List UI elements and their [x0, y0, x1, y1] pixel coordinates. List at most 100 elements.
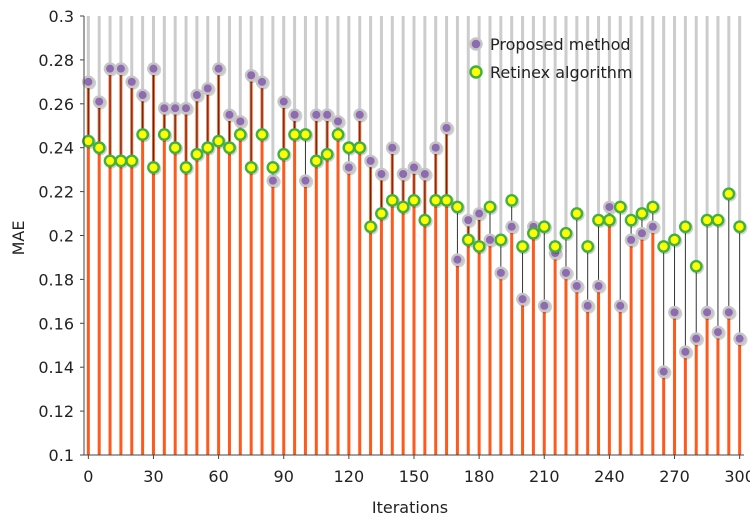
- legend: Proposed method Retinex algorithm: [469, 35, 632, 82]
- point-proposed: [279, 97, 288, 106]
- point-proposed: [171, 104, 180, 113]
- legend-marker-proposed: [469, 37, 483, 51]
- point-proposed: [648, 222, 657, 231]
- point-proposed: [637, 229, 646, 238]
- point-retinex: [518, 242, 527, 251]
- point-proposed: [420, 170, 429, 179]
- y-tick-label: 0.16: [38, 314, 74, 333]
- point-retinex: [377, 209, 386, 218]
- point-proposed: [334, 117, 343, 126]
- point-proposed: [192, 91, 201, 100]
- point-retinex: [529, 229, 538, 238]
- point-retinex: [84, 137, 93, 146]
- point-proposed: [431, 143, 440, 152]
- point-proposed: [464, 216, 473, 225]
- point-retinex: [616, 202, 625, 211]
- point-proposed: [247, 71, 256, 80]
- legend-item-retinex: Retinex algorithm: [469, 63, 632, 82]
- y-axis-label: MAE: [9, 221, 28, 256]
- point-proposed: [127, 77, 136, 86]
- point-retinex: [453, 202, 462, 211]
- point-proposed: [377, 170, 386, 179]
- legend-label-retinex: Retinex algorithm: [490, 63, 632, 82]
- point-retinex: [344, 143, 353, 152]
- point-proposed: [149, 64, 158, 73]
- point-retinex: [106, 156, 115, 165]
- point-proposed: [572, 281, 581, 290]
- point-retinex: [627, 216, 636, 225]
- point-proposed: [442, 123, 451, 132]
- point-proposed: [410, 163, 418, 172]
- y-tick-label: 0.1: [49, 446, 74, 465]
- x-tick-label: 270: [659, 467, 690, 486]
- point-retinex: [540, 222, 549, 231]
- legend-item-proposed: Proposed method: [469, 35, 631, 54]
- point-proposed: [583, 301, 592, 310]
- connector-layer: [87, 68, 741, 372]
- point-retinex: [507, 196, 516, 205]
- point-proposed: [670, 308, 679, 317]
- point-proposed: [301, 176, 310, 185]
- point-proposed: [355, 110, 364, 119]
- point-retinex: [236, 130, 245, 139]
- point-retinex: [95, 143, 104, 152]
- point-retinex: [160, 130, 169, 139]
- point-retinex: [551, 242, 560, 251]
- point-proposed: [106, 64, 115, 73]
- point-retinex: [127, 156, 136, 165]
- point-proposed: [713, 328, 722, 337]
- point-proposed: [496, 268, 505, 277]
- point-proposed: [182, 104, 191, 113]
- y-tick-label: 0.28: [38, 51, 74, 70]
- point-proposed: [214, 64, 223, 73]
- point-retinex: [258, 130, 267, 139]
- point-proposed: [312, 110, 321, 119]
- point-proposed: [290, 110, 299, 119]
- point-proposed: [138, 91, 147, 100]
- point-retinex: [485, 202, 494, 211]
- point-proposed: [236, 117, 245, 126]
- point-retinex: [334, 130, 343, 139]
- point-retinex: [572, 209, 581, 218]
- point-proposed: [616, 301, 625, 310]
- point-proposed: [225, 110, 234, 119]
- y-tick-label: 0.26: [38, 95, 74, 114]
- point-proposed: [268, 176, 277, 185]
- point-proposed: [388, 143, 397, 152]
- point-retinex: [637, 209, 646, 218]
- point-proposed: [724, 308, 733, 317]
- point-retinex: [182, 163, 191, 172]
- point-retinex: [203, 143, 212, 152]
- point-retinex: [399, 202, 408, 211]
- x-tick-label: 60: [208, 467, 228, 486]
- point-proposed: [518, 295, 527, 304]
- point-retinex: [583, 242, 592, 251]
- y-tick-label: 0.14: [38, 358, 74, 377]
- point-retinex: [192, 150, 201, 159]
- point-retinex: [388, 196, 397, 205]
- x-tick-label: 120: [334, 467, 365, 486]
- point-proposed: [627, 235, 636, 244]
- point-proposed: [681, 347, 690, 356]
- point-retinex: [442, 196, 451, 205]
- x-tick-label: 240: [594, 467, 625, 486]
- point-retinex: [138, 130, 147, 139]
- y-tick-label: 0.18: [38, 270, 74, 289]
- point-proposed: [203, 84, 212, 93]
- y-tick-label: 0.22: [38, 183, 74, 202]
- y-tick-label: 0.12: [38, 402, 74, 421]
- x-tick-label: 150: [399, 467, 430, 486]
- point-proposed: [258, 77, 267, 86]
- legend-label-proposed: Proposed method: [490, 35, 631, 54]
- x-tick-label: 90: [274, 467, 294, 486]
- point-retinex: [735, 222, 744, 231]
- point-proposed: [561, 268, 570, 277]
- x-tick-label: 0: [83, 467, 93, 486]
- point-proposed: [366, 156, 375, 165]
- point-retinex: [724, 189, 733, 198]
- point-retinex: [355, 143, 364, 152]
- point-retinex: [659, 242, 668, 251]
- point-proposed: [160, 104, 169, 113]
- point-retinex: [692, 262, 701, 271]
